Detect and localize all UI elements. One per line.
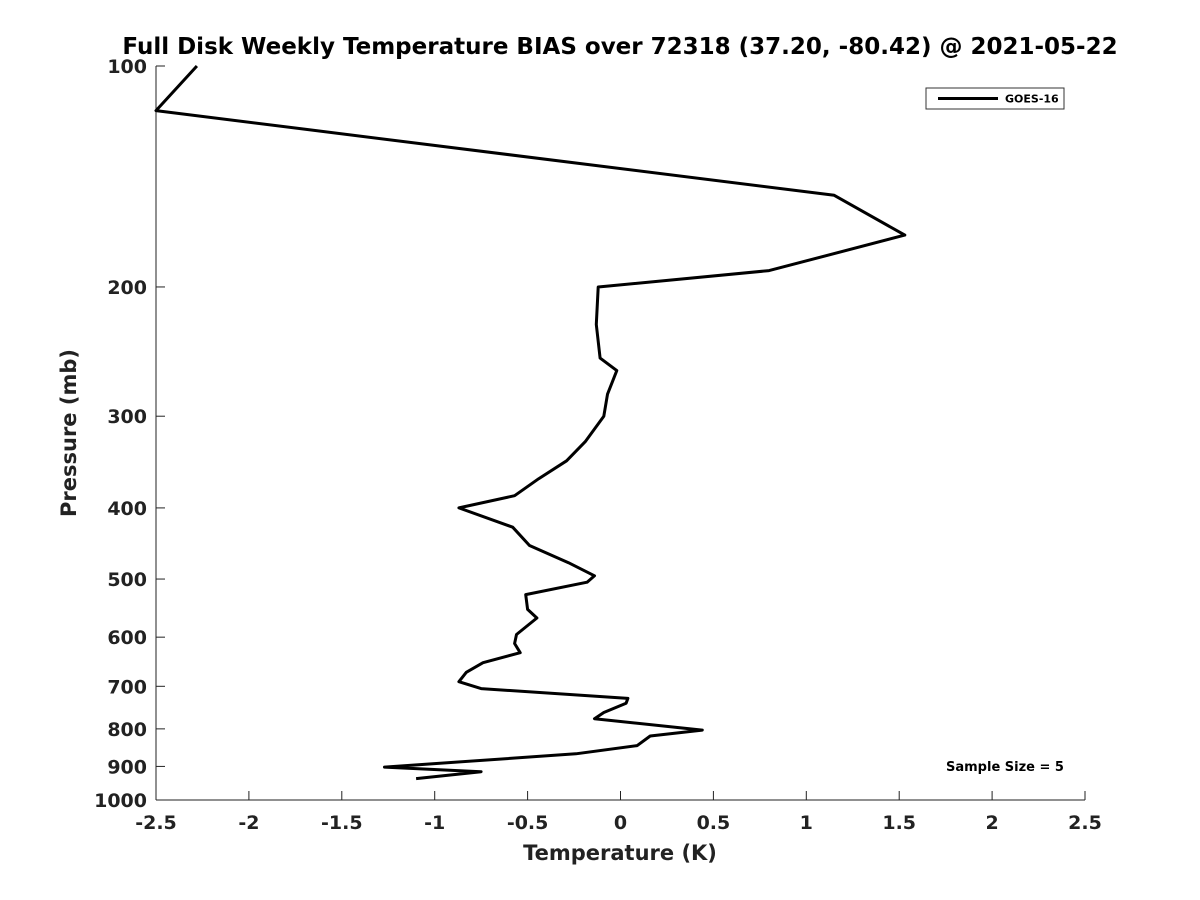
x-tick-label: -2	[238, 812, 259, 834]
x-axis-ticks: -2.5 -2 -1.5 -1 -0.5 0 0.5 1 1.5 2 2.5	[135, 791, 1102, 834]
chart-title: Full Disk Weekly Temperature BIAS over 7…	[122, 34, 1117, 60]
y-tick-label: 100	[107, 56, 147, 78]
y-axis-ticks: 100 200 300 400 500 600 700 800 900 1000	[94, 56, 165, 812]
x-axis-label: Temperature (K)	[523, 841, 717, 865]
x-tick-label: -1.5	[321, 812, 363, 834]
y-tick-label: 500	[107, 569, 147, 591]
x-tick-label: -2.5	[135, 812, 177, 834]
x-tick-label: -1	[424, 812, 445, 834]
x-tick-label: 0.5	[697, 812, 731, 834]
y-tick-label: 400	[107, 498, 147, 520]
y-tick-label: 700	[107, 676, 147, 698]
x-tick-label: 1.5	[882, 812, 916, 834]
plot-area: -2.5 -2 -1.5 -1 -0.5 0 0.5 1 1.5 2 2.5 100 200 300 40…	[94, 56, 1102, 834]
y-tick-label: 300	[107, 406, 147, 428]
x-tick-label: -0.5	[507, 812, 549, 834]
x-tick-label: 2.5	[1068, 812, 1102, 834]
x-tick-label: 1	[800, 812, 813, 834]
y-tick-label: 1000	[94, 790, 147, 812]
y-tick-label: 200	[107, 277, 147, 299]
x-tick-label: 2	[985, 812, 998, 834]
y-tick-label: 800	[107, 719, 147, 741]
series-line-goes-16	[154, 64, 907, 781]
x-tick-label: 0	[614, 812, 627, 834]
sample-size-annotation: Sample Size = 5	[946, 760, 1064, 775]
y-tick-label: 900	[107, 756, 147, 778]
y-tick-label: 600	[107, 627, 147, 649]
legend-label-goes-16: GOES-16	[1005, 93, 1059, 106]
legend: GOES-16	[925, 87, 1065, 110]
y-axis-label: Pressure (mb)	[57, 349, 81, 517]
